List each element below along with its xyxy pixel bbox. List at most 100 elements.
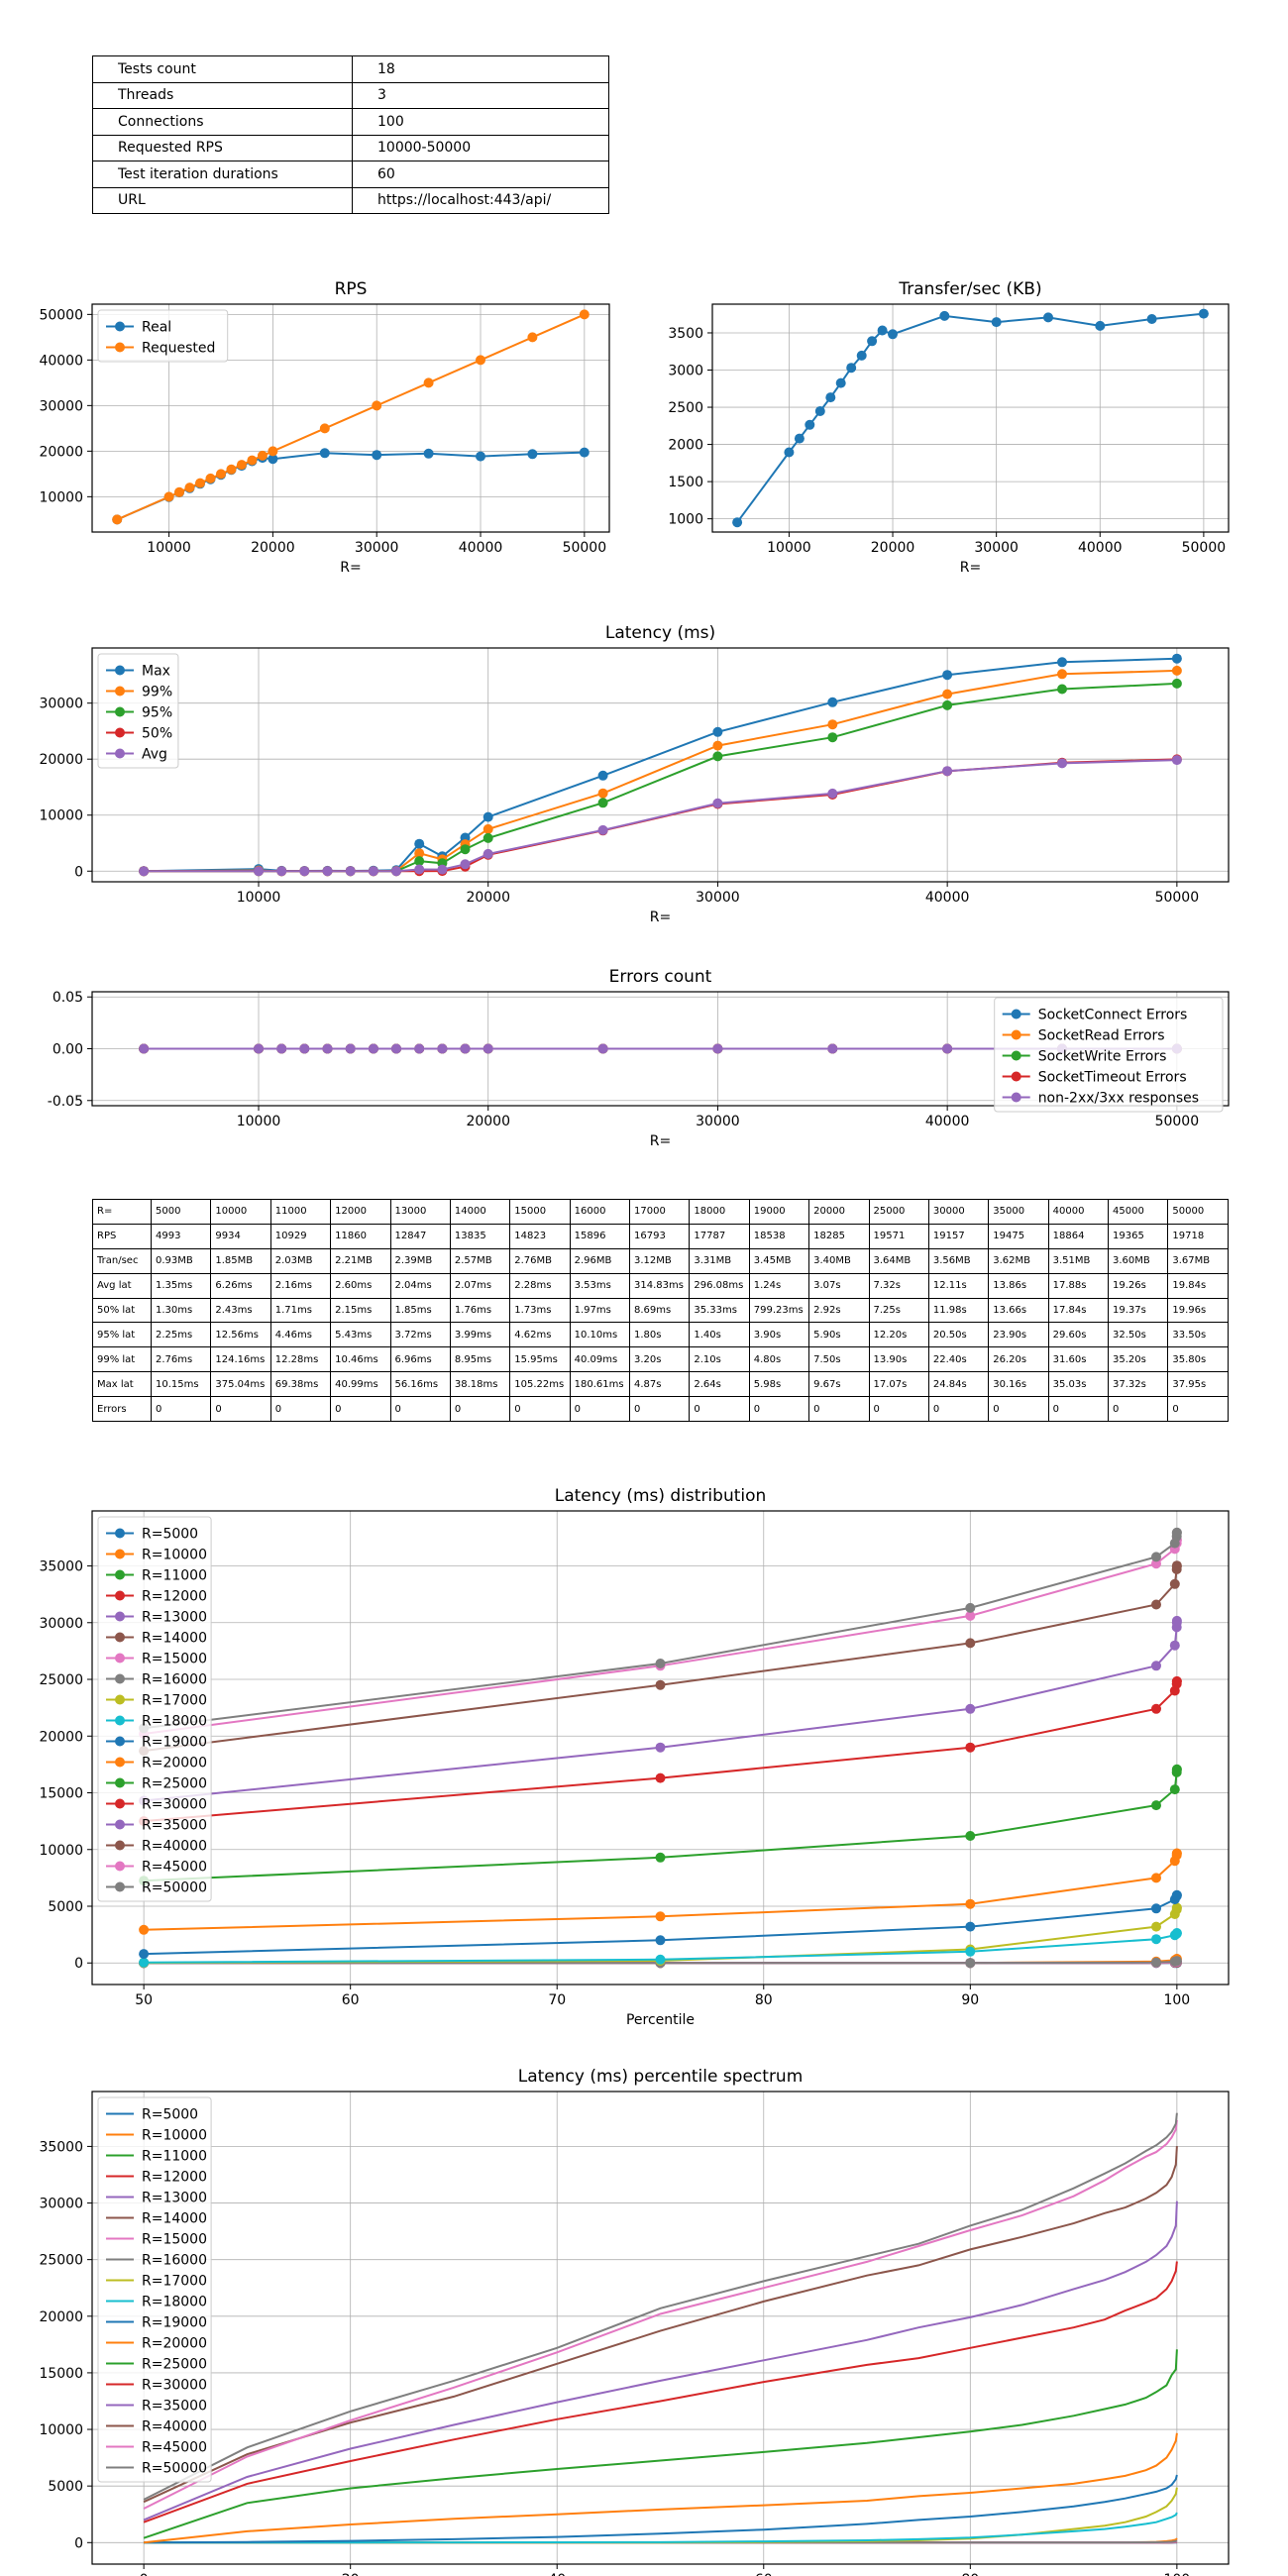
data-point (414, 848, 425, 859)
results-cell: 3.07s (808, 1272, 870, 1299)
results-row: 99% lat 2.76ms 124.16ms 12.28ms 10.46ms 6.96m… (92, 1346, 1229, 1373)
y-tick-label: 5000 (48, 2479, 83, 2495)
results-cell: 15000 (509, 1199, 571, 1225)
data-point (1171, 1848, 1182, 1859)
results-cell: 10.10ms (569, 1322, 631, 1348)
y-tick-label: 20000 (39, 444, 83, 460)
config-row: Tests count 18 (92, 55, 609, 83)
results-cell: 23.90s (988, 1322, 1049, 1348)
results-cell: 37.32s (1107, 1371, 1169, 1398)
data-point (1057, 758, 1067, 769)
results-cell: 0 (389, 1396, 451, 1423)
plot-frame (91, 991, 1230, 1107)
legend-box (97, 1516, 212, 1902)
data-point (1057, 669, 1067, 680)
legend-entry: R=10000 (142, 2128, 207, 2144)
results-cell: 19.96s (1167, 1297, 1229, 1324)
series-r-25000 (139, 1764, 1182, 1886)
series-r-35000 (143, 2200, 1178, 2522)
results-cell: 7.32s (868, 1272, 929, 1299)
x-axis-label: R= (340, 560, 361, 576)
results-cell: 0 (210, 1396, 271, 1423)
legend-marker (115, 665, 125, 676)
data-point (1043, 312, 1053, 323)
data-point (423, 377, 434, 388)
legend-entry: SocketRead Errors (1038, 1028, 1165, 1044)
series-line (144, 682, 1177, 873)
data-point (437, 864, 448, 875)
data-point (965, 1946, 976, 1957)
results-cell: 2.39MB (389, 1247, 451, 1274)
data-point (965, 1921, 976, 1932)
legend-entry: 50% (142, 726, 172, 742)
legend-entry: SocketTimeout Errors (1038, 1070, 1187, 1086)
x-tick-label: 100 (1163, 2572, 1190, 2576)
results-cell: 180.61ms (569, 1371, 631, 1398)
results-cell: 6.26ms (210, 1272, 271, 1299)
results-cell: 19718 (1167, 1223, 1229, 1249)
legend-entry: R=16000 (142, 2253, 207, 2269)
config-row: Test iteration durations 60 (92, 161, 609, 188)
data-point (1171, 1956, 1182, 1967)
legend: Real Requested (97, 309, 229, 363)
results-cell: 19.37s (1107, 1297, 1169, 1324)
results-cell: 13000 (389, 1199, 451, 1225)
results-cell: 11.98s (927, 1297, 990, 1324)
legend-marker (115, 1861, 125, 1872)
data-point (476, 451, 485, 462)
data-point (814, 406, 825, 416)
data-point (414, 838, 425, 849)
data-point (391, 1043, 401, 1054)
legend-marker (115, 1798, 125, 1809)
results-cell: 31.60s (1047, 1346, 1110, 1373)
legend-marker (115, 342, 125, 353)
legend-entry: R=10000 (142, 1548, 207, 1563)
data-point (965, 1602, 976, 1613)
results-cell: 5.90s (808, 1322, 870, 1348)
results-cell: 296.08ms (689, 1272, 750, 1299)
results-cell: 22.40s (927, 1346, 990, 1373)
results-cell: 17.84s (1047, 1297, 1110, 1324)
y-tick-label: 10000 (39, 1843, 83, 1859)
y-tick-label: 30000 (39, 398, 83, 414)
y-tick-label: 30000 (39, 1616, 83, 1632)
results-cell: 2.76MB (509, 1247, 571, 1274)
plot-frame (91, 647, 1230, 883)
plot-frame (91, 2091, 1230, 2565)
data-point (888, 329, 898, 340)
results-row-header: 50% lat (92, 1297, 152, 1324)
data-point (276, 1043, 287, 1054)
x-tick-label: 30000 (974, 540, 1019, 556)
data-point (460, 844, 471, 855)
results-cell: 32.50s (1107, 1322, 1169, 1348)
data-point (712, 740, 723, 751)
data-point (299, 866, 310, 877)
plot-frame (711, 303, 1230, 533)
data-point (655, 1772, 666, 1783)
y-tick-label: 2500 (668, 400, 703, 416)
distribution-chart: 50 60 70 80 90 100 0 5000 10000 15000 20000 25000 30… (39, 1486, 1230, 2028)
results-cell: 13.90s (868, 1346, 929, 1373)
results-cell: 12.20s (868, 1322, 929, 1348)
data-point (322, 1043, 333, 1054)
x-axis-label: R= (650, 1133, 671, 1149)
data-point (254, 866, 264, 877)
results-cell: 19365 (1107, 1223, 1169, 1249)
data-point (867, 336, 878, 347)
results-cell: 1.35ms (150, 1272, 212, 1299)
y-tick-label: 15000 (39, 2366, 83, 2382)
data-point (1151, 1934, 1161, 1945)
legend-marker (1011, 1092, 1021, 1103)
data-point (483, 848, 493, 859)
series-r-50000 (143, 2112, 1178, 2501)
data-point (414, 856, 425, 867)
results-cell: 2.64s (689, 1371, 750, 1398)
results-cell: 1.85MB (210, 1247, 271, 1274)
data-point (1171, 1902, 1182, 1913)
series-line (143, 1539, 1178, 1735)
data-point (579, 447, 590, 458)
results-cell: 3.51MB (1047, 1247, 1110, 1274)
results-cell: 35.20s (1107, 1346, 1169, 1373)
results-cell: 2.43ms (210, 1297, 271, 1324)
results-cell: 35.33ms (689, 1297, 750, 1324)
